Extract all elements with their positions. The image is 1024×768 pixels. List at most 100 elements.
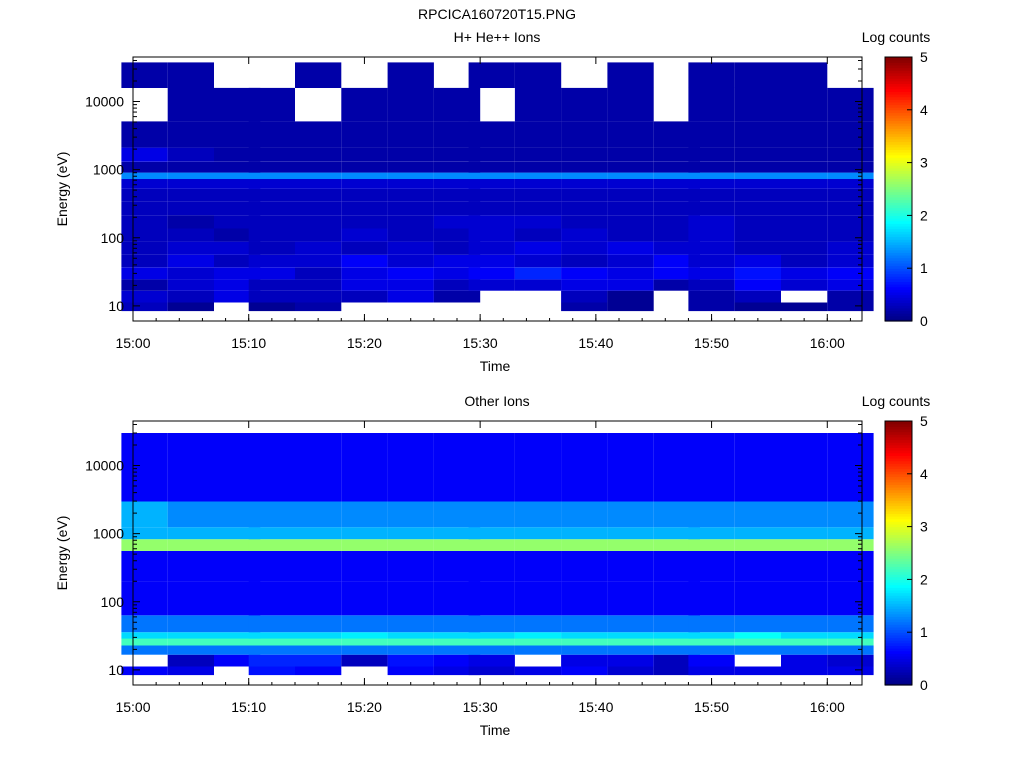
heatmap-cell (781, 550, 828, 582)
heatmap-cell (561, 550, 608, 582)
heatmap-cell (827, 201, 874, 216)
heatmap-cell (121, 254, 168, 268)
heatmap-cell (781, 501, 828, 528)
colorbar-swatch (885, 260, 912, 264)
heatmap-cell (341, 147, 388, 162)
heatmap-cell (468, 615, 515, 633)
colorbar-swatch (885, 516, 912, 520)
x-tick-label: 15:30 (463, 699, 498, 715)
y-tick-label: 10000 (85, 458, 124, 474)
colorbar-tick-label: 4 (920, 466, 928, 482)
heatmap-cell (341, 228, 388, 242)
colorbar-tick-label: 2 (920, 571, 928, 587)
colorbar-swatch (885, 671, 912, 676)
heatmap-cell (688, 87, 735, 122)
colorbar-swatch (885, 273, 912, 277)
heatmap-cell (607, 501, 654, 528)
figure-title: RPCICA160720T15.PNG (418, 6, 576, 22)
colorbar-swatch (885, 603, 912, 607)
heatmap-cell (295, 501, 342, 528)
heatmap-cell (514, 201, 562, 216)
heatmap-cell (341, 241, 388, 255)
heatmap-cell (248, 550, 295, 582)
heatmap-cell (295, 147, 342, 162)
heatmap-cell (734, 178, 781, 189)
x-tick-label: 15:10 (231, 335, 266, 351)
colorbar-swatch (885, 123, 912, 127)
heatmap-cell (295, 62, 342, 88)
heatmap-cell (387, 632, 434, 639)
heatmap-cell (514, 62, 562, 88)
heatmap-cell (607, 62, 654, 88)
colorbar-swatch (885, 648, 912, 652)
colorbar-swatch (885, 175, 912, 180)
heatmap-cell (827, 188, 874, 202)
colorbar-swatch (885, 152, 912, 156)
heatmap-cell (561, 632, 608, 639)
heatmap-cell (827, 147, 874, 162)
x-tick-label: 16:00 (810, 335, 845, 351)
colorbar-swatch (885, 67, 912, 71)
heatmap-cell (295, 188, 342, 202)
colorbar-swatch (885, 632, 912, 636)
heatmap-cell (387, 87, 434, 122)
heatmap-cell (607, 581, 654, 616)
heatmap-cell (341, 290, 388, 303)
heatmap-cell (121, 539, 168, 551)
heatmap-cell (653, 161, 700, 173)
colorbar-swatch (885, 294, 912, 298)
heatmap-cell (468, 666, 515, 676)
heatmap-cell (387, 550, 434, 582)
heatmap-cell (781, 172, 828, 179)
heatmap-cell (734, 433, 781, 466)
y-tick-label: 10 (108, 298, 124, 314)
panel-bottom-ylabel: Energy (eV) (54, 516, 70, 591)
heatmap-cell (688, 178, 735, 189)
heatmap-cell (514, 241, 562, 255)
heatmap-cell (607, 201, 654, 216)
colorbar-swatch (885, 64, 912, 69)
heatmap-cell (121, 188, 168, 202)
heatmap-cell (827, 172, 874, 179)
colorbar-swatch (885, 666, 912, 670)
panel-bottom-heatmap (121, 433, 874, 676)
heatmap-cell (561, 172, 608, 179)
colorbar-swatch (885, 465, 912, 470)
heatmap-cell (688, 666, 735, 676)
heatmap-cell (341, 581, 388, 616)
heatmap-cell (121, 666, 168, 676)
heatmap-cell (514, 550, 562, 582)
heatmap-cell (387, 666, 434, 676)
heatmap-cell (387, 172, 434, 179)
colorbar-swatch (885, 434, 912, 438)
colorbar-tick-label: 0 (920, 677, 928, 693)
heatmap-cell (561, 254, 608, 268)
colorbar-swatch (885, 302, 912, 306)
heatmap-cell (514, 501, 562, 528)
heatmap-cell (341, 632, 388, 639)
x-tick-label: 15:20 (347, 335, 382, 351)
colorbar-swatch (885, 518, 912, 522)
heatmap-cell (561, 581, 608, 616)
heatmap-cell (214, 161, 261, 173)
heatmap-cell (387, 241, 434, 255)
colorbar-swatch (885, 513, 912, 517)
heatmap-cell (248, 433, 295, 466)
colorbar-swatch (885, 59, 912, 63)
heatmap-cell (387, 539, 434, 551)
heatmap-cell (781, 241, 828, 255)
x-tick-label: 15:00 (115, 699, 150, 715)
heatmap-cell (781, 465, 828, 502)
colorbar-swatch (885, 555, 912, 559)
heatmap-cell (607, 215, 654, 229)
colorbar-swatch (885, 545, 912, 549)
colorbar-swatch (885, 597, 912, 602)
heatmap-cell (121, 161, 168, 173)
heatmap-cell (514, 228, 562, 242)
heatmap-cell (688, 254, 735, 268)
heatmap-cell (121, 527, 168, 540)
heatmap-cell (121, 215, 168, 229)
heatmap-cell (341, 279, 388, 291)
colorbar-swatch (885, 231, 912, 235)
